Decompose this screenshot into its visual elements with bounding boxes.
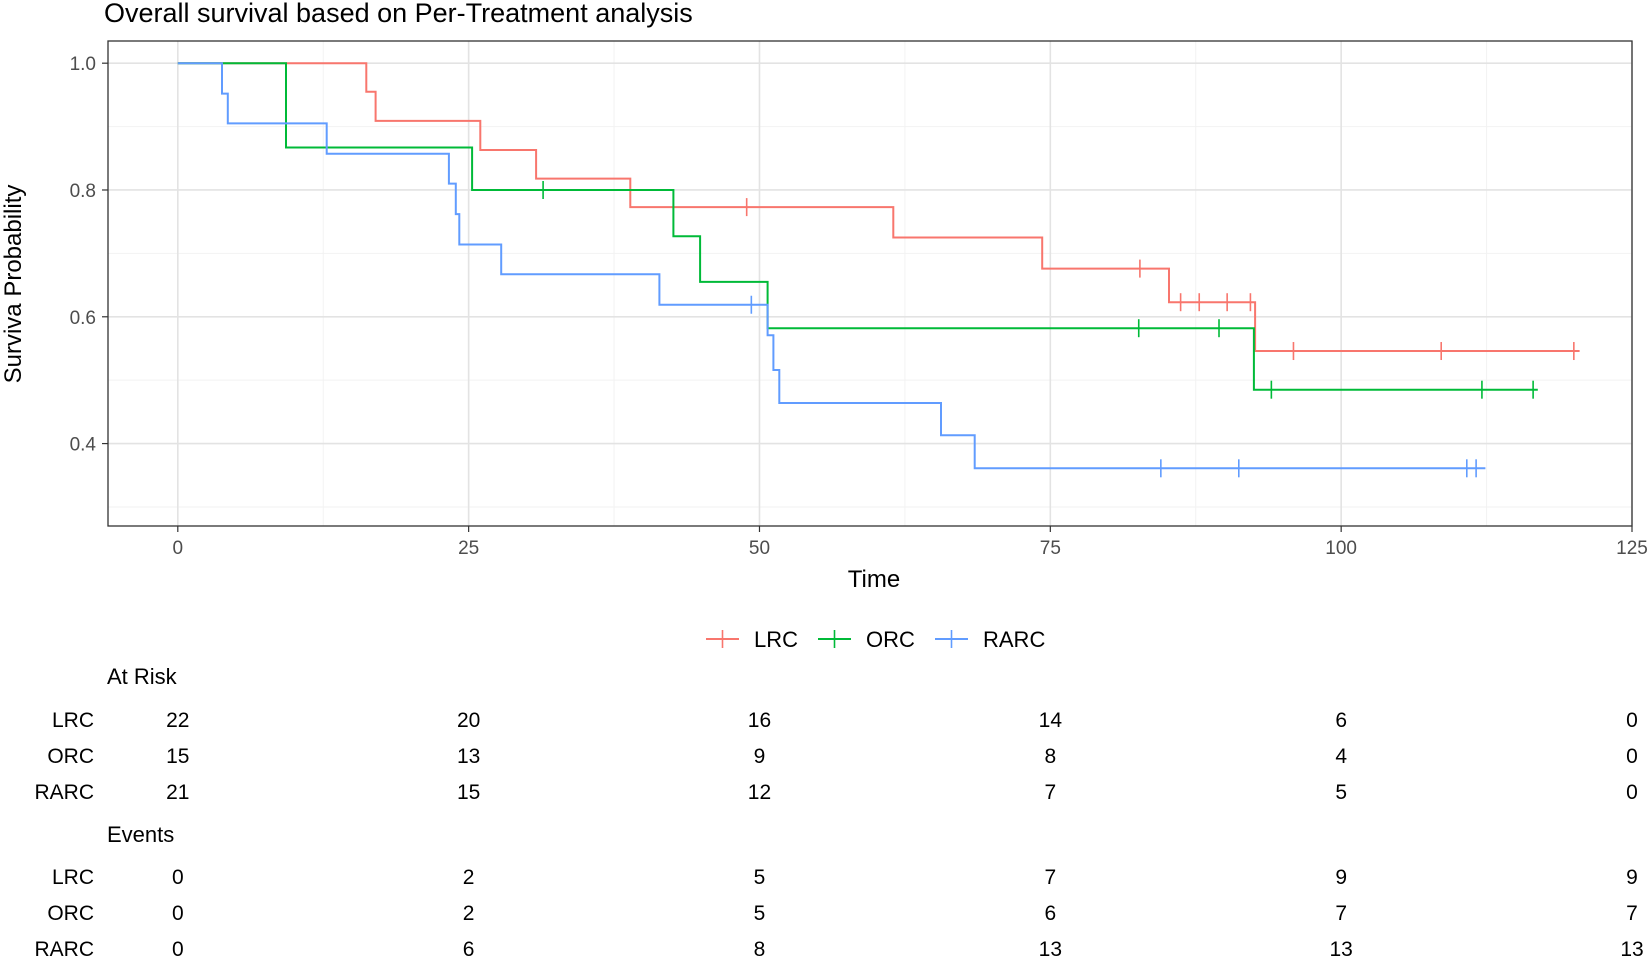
legend-label-lrc: LRC (754, 627, 798, 652)
risk-table-cell: 14 (1039, 709, 1063, 732)
y-axis-label: Surviva Probability (0, 185, 27, 384)
events-table-cell: 6 (1044, 902, 1056, 925)
risk-table-row-label: LRC (52, 709, 94, 732)
risk-table-cell: 16 (748, 709, 771, 732)
risk-table-cell: 12 (748, 781, 771, 804)
events-table-row-label: ORC (47, 902, 94, 925)
events-table-cell: 13 (1620, 938, 1643, 957)
events-table-cell: 5 (754, 902, 766, 925)
survival-line-orc (177, 62, 1538, 391)
events-table-cell: 9 (1626, 866, 1638, 889)
risk-table-cell: 13 (457, 745, 480, 768)
events-table-row-label: RARC (34, 938, 94, 957)
y-tick-label: 0.8 (70, 181, 96, 202)
survival-line-lrc (177, 62, 1580, 352)
risk-table-row-label: ORC (47, 745, 94, 768)
chart-title: Overall survival based on Per-Treatment … (104, 0, 693, 28)
risk-table-cell: 5 (1335, 781, 1347, 804)
events-table-title: Events (107, 822, 174, 847)
plot-area: 0 25 50 75 100 125 0.4 0.6 0.8 1.0 (70, 40, 1648, 559)
risk-table-row-label: RARC (34, 781, 94, 804)
events-table-cell: 2 (463, 866, 475, 889)
y-tick-label: 1.0 (70, 54, 96, 75)
events-table-row-label: LRC (52, 866, 94, 889)
events-table-cell: 7 (1335, 902, 1347, 925)
risk-table: LRC 22 20 16 14 6 0 ORC 15 13 9 8 4 0 RARC 21 15 12 7 5 0 (34, 709, 1637, 804)
y-tick-label: 0.6 (70, 308, 96, 329)
events-table-cell: 0 (172, 866, 184, 889)
plot-border (107, 40, 1633, 527)
risk-table-cell: 9 (754, 745, 766, 768)
events-table-cell: 13 (1329, 938, 1352, 957)
events-table-cell: 8 (754, 938, 766, 957)
risk-table-cell: 21 (166, 781, 189, 804)
x-tick-label: 125 (1616, 538, 1648, 559)
risk-table-cell: 8 (1044, 745, 1056, 768)
legend-label-orc: ORC (866, 627, 915, 652)
x-tick-label: 75 (1040, 538, 1061, 559)
x-tick-label: 50 (749, 538, 770, 559)
risk-table-cell: 7 (1044, 781, 1056, 804)
risk-table-title: At Risk (107, 664, 178, 689)
x-tick-label: 100 (1325, 538, 1357, 559)
x-tick-label: 25 (458, 538, 479, 559)
events-table-cell: 0 (172, 938, 184, 957)
survival-line-rarc (177, 62, 1486, 470)
events-table-cell: 5 (754, 866, 766, 889)
events-table-cell: 7 (1626, 902, 1638, 925)
events-table-cell: 2 (463, 902, 475, 925)
risk-table-cell: 0 (1626, 781, 1638, 804)
risk-table-cell: 20 (457, 709, 480, 732)
risk-table-cell: 0 (1626, 709, 1638, 732)
risk-table-cell: 0 (1626, 745, 1638, 768)
events-table-cell: 7 (1044, 866, 1056, 889)
events-table-cell: 13 (1039, 938, 1062, 957)
risk-table-cell: 22 (166, 709, 189, 732)
x-axis-label: Time (848, 566, 900, 593)
risk-table-cell: 4 (1335, 745, 1347, 768)
x-tick-label: 0 (173, 538, 184, 559)
legend: LRC ORC RARC (706, 627, 1045, 652)
risk-table-cell: 6 (1335, 709, 1347, 732)
plot-background (108, 41, 1632, 526)
events-table-cell: 0 (172, 902, 184, 925)
legend-label-rarc: RARC (983, 627, 1045, 652)
events-table-cell: 6 (463, 938, 475, 957)
risk-table-cell: 15 (457, 781, 480, 804)
events-table: LRC 0 2 5 7 9 9 ORC 0 2 5 6 7 7 RARC 0 6 8 13 13 13 (34, 866, 1643, 957)
events-table-cell: 9 (1335, 866, 1347, 889)
y-tick-label: 0.4 (70, 435, 97, 456)
risk-table-cell: 15 (166, 745, 189, 768)
